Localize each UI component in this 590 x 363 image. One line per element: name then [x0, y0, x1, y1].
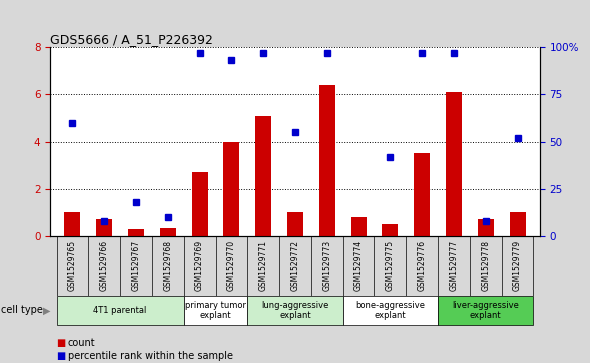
- Text: liver-aggressive
explant: liver-aggressive explant: [453, 301, 519, 320]
- Text: percentile rank within the sample: percentile rank within the sample: [68, 351, 233, 362]
- Text: GSM1529778: GSM1529778: [481, 240, 490, 291]
- Text: bone-aggressive
explant: bone-aggressive explant: [355, 301, 425, 320]
- Bar: [255, 115, 271, 236]
- Text: GSM1529775: GSM1529775: [386, 240, 395, 291]
- Bar: [192, 172, 208, 236]
- Bar: [382, 224, 398, 236]
- Bar: [128, 229, 144, 236]
- Text: ▶: ▶: [42, 305, 50, 315]
- Text: count: count: [68, 338, 96, 348]
- Text: GSM1529773: GSM1529773: [322, 240, 332, 291]
- Text: GSM1529765: GSM1529765: [68, 240, 77, 291]
- Text: GSM1529771: GSM1529771: [258, 240, 268, 291]
- Text: GSM1529767: GSM1529767: [132, 240, 140, 291]
- Text: ■: ■: [56, 351, 65, 362]
- Text: GSM1529774: GSM1529774: [354, 240, 363, 291]
- Text: GDS5666 / A_51_P226392: GDS5666 / A_51_P226392: [50, 33, 213, 46]
- Bar: [64, 212, 80, 236]
- FancyBboxPatch shape: [183, 296, 247, 325]
- Text: cell type: cell type: [1, 305, 43, 315]
- Bar: [478, 219, 494, 236]
- Text: GSM1529777: GSM1529777: [450, 240, 458, 291]
- Bar: [287, 212, 303, 236]
- Bar: [414, 153, 430, 236]
- FancyBboxPatch shape: [438, 296, 533, 325]
- Text: 4T1 parental: 4T1 parental: [93, 306, 147, 315]
- Text: GSM1529772: GSM1529772: [290, 240, 300, 291]
- Text: GSM1529768: GSM1529768: [163, 240, 172, 291]
- Text: GSM1529766: GSM1529766: [100, 240, 109, 291]
- FancyBboxPatch shape: [57, 296, 183, 325]
- Bar: [350, 217, 366, 236]
- Bar: [319, 85, 335, 236]
- FancyBboxPatch shape: [343, 296, 438, 325]
- Text: GSM1529779: GSM1529779: [513, 240, 522, 291]
- Bar: [510, 212, 526, 236]
- Text: lung-aggressive
explant: lung-aggressive explant: [261, 301, 329, 320]
- Bar: [446, 92, 462, 236]
- Text: GSM1529769: GSM1529769: [195, 240, 204, 291]
- FancyBboxPatch shape: [247, 296, 343, 325]
- Text: GSM1529776: GSM1529776: [418, 240, 427, 291]
- Text: GSM1529770: GSM1529770: [227, 240, 236, 291]
- Bar: [224, 142, 240, 236]
- Bar: [96, 219, 112, 236]
- Bar: [160, 228, 176, 236]
- Text: ■: ■: [56, 338, 65, 348]
- Text: primary tumor
explant: primary tumor explant: [185, 301, 246, 320]
